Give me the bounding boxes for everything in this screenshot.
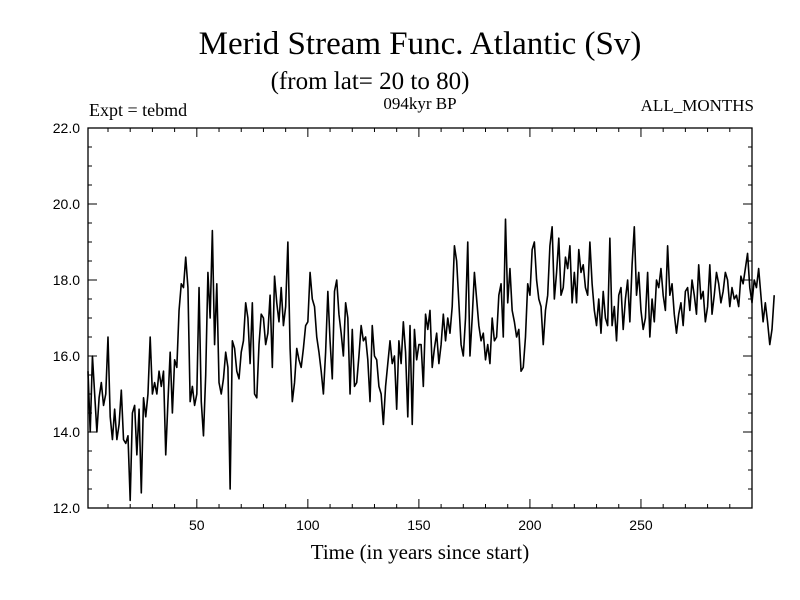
y-tick-label: 12.0 <box>53 500 80 516</box>
y-tick-label: 18.0 <box>53 272 80 288</box>
y-tick-label: 16.0 <box>53 348 80 364</box>
x-tick-label: 250 <box>629 517 653 533</box>
months-label: ALL_MONTHS <box>640 96 754 115</box>
period-label: 094kyr BP <box>383 94 457 113</box>
plot-frame <box>87 127 753 509</box>
y-tick-label: 20.0 <box>53 196 80 212</box>
y-tick-label: 22.0 <box>53 120 80 136</box>
series-line <box>87 218 776 502</box>
x-tick-label: 50 <box>189 517 205 533</box>
y-tick-label: 14.0 <box>53 424 80 440</box>
experiment-label: Expt = tebmd <box>89 100 188 120</box>
x-tick-label: 200 <box>518 517 542 533</box>
chart-title: Merid Stream Func. Atlantic (Sv) <box>198 26 642 62</box>
chart-subtitle: (from lat= 20 to 80) <box>270 68 470 95</box>
x-axis-title: Time (in years since start) <box>310 540 530 564</box>
x-tick-label: 100 <box>296 517 320 533</box>
x-tick-label: 150 <box>407 517 431 533</box>
